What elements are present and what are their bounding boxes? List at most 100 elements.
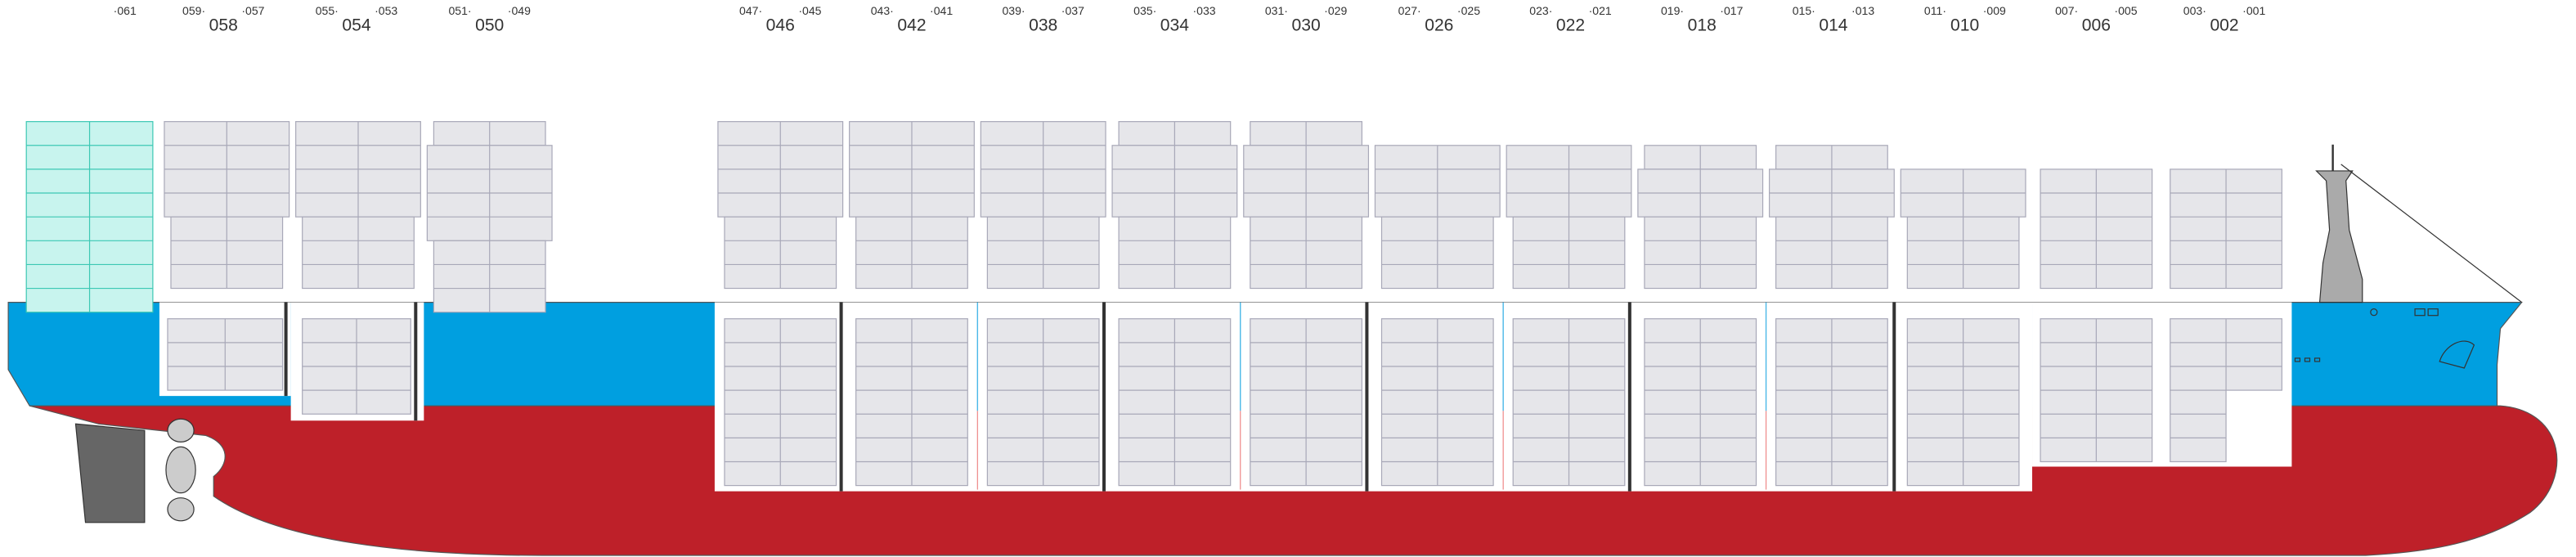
bay-label: 034 — [1160, 16, 1189, 35]
bay-label: 042 — [897, 16, 926, 35]
bulkheads — [284, 302, 1896, 492]
container-stack — [1380, 318, 1494, 487]
stay — [2340, 164, 2523, 303]
container-block — [2170, 389, 2227, 463]
bay-aft: ·013 — [1851, 4, 1874, 17]
bay-aft: ·001 — [2242, 4, 2265, 17]
container-stack — [1250, 121, 1363, 146]
propeller — [167, 418, 195, 442]
bay-aft: ·009 — [1983, 4, 2006, 17]
container-stack — [2040, 318, 2153, 463]
bay-aft: ·021 — [1589, 4, 1612, 17]
container-stack — [433, 121, 546, 146]
container-stack — [302, 318, 411, 415]
bay-fwd: 003· — [2183, 4, 2206, 17]
container-stack — [855, 318, 968, 487]
container-stack — [1118, 216, 1232, 290]
container-stack — [433, 240, 546, 313]
bay-fwd: 027· — [1398, 4, 1421, 17]
bay-aft: ·045 — [798, 4, 821, 17]
container-stack — [1644, 145, 1757, 170]
bay-fwd: 047· — [739, 4, 762, 17]
container-stack — [164, 121, 290, 218]
bay-label: 010 — [1950, 16, 1979, 35]
bay-aft: ·005 — [2114, 4, 2137, 17]
container-stack — [724, 318, 837, 487]
container-stack — [1900, 168, 2026, 218]
bay-fwd: 059· — [182, 4, 205, 17]
container-stack — [1906, 318, 2020, 487]
containers — [25, 121, 2282, 487]
container-stack — [1768, 168, 1895, 218]
bay-label: 050 — [475, 16, 504, 35]
bay-aft: ·041 — [930, 4, 953, 17]
bay-label: 038 — [1029, 16, 1057, 35]
container-stack — [295, 121, 421, 218]
bay-label: 002 — [2210, 16, 2238, 35]
blue-lines — [976, 302, 1767, 411]
container-stack — [167, 318, 284, 391]
container-stack — [980, 121, 1106, 218]
container-stack — [717, 121, 844, 218]
bay-fwd: 007· — [2055, 4, 2078, 17]
bay-aft: ·033 — [1192, 4, 1215, 17]
container-stack — [170, 216, 284, 290]
container-stack — [1775, 318, 1888, 487]
bridge — [2315, 170, 2363, 303]
container-stack — [1118, 318, 1232, 487]
container-stack — [2170, 389, 2227, 463]
container-stack — [855, 216, 968, 290]
container-stack — [1243, 145, 1370, 218]
bay-aft: ·057 — [241, 4, 264, 17]
bay-fwd: 031· — [1265, 4, 1288, 17]
container-stack — [1374, 145, 1501, 218]
bay-label: 030 — [1292, 16, 1321, 35]
bay-aft: ·053 — [375, 4, 397, 17]
container-stack — [1512, 216, 1626, 290]
bay-fwd: 019· — [1661, 4, 1684, 17]
bay-fwd: 051· — [448, 4, 471, 17]
container-stack — [2170, 168, 2282, 290]
bay-label: 022 — [1556, 16, 1585, 35]
container-stack — [724, 216, 837, 290]
container-stack — [2040, 168, 2153, 290]
rudder — [74, 423, 146, 523]
container-stack — [986, 216, 1100, 290]
bay-aft: ·025 — [1457, 4, 1480, 17]
bay-fwd: 035· — [1133, 4, 1156, 17]
bay-aft: ·061 — [114, 4, 137, 17]
container-stack — [2170, 318, 2282, 391]
bay-aft: ·017 — [1720, 4, 1743, 17]
container-stack — [1111, 145, 1238, 218]
bay-label: 046 — [766, 16, 795, 35]
bay-label: 058 — [209, 16, 238, 35]
container-stack — [1250, 216, 1363, 290]
bay-aft: ·029 — [1324, 4, 1347, 17]
bay-label: 026 — [1425, 16, 1453, 35]
container-stack — [1637, 168, 1764, 218]
container-stack — [426, 145, 553, 241]
bay-fwd: 015· — [1793, 4, 1815, 17]
pink-lines — [976, 411, 1767, 490]
container-stack — [986, 318, 1100, 487]
bay-fwd: 039· — [1002, 4, 1025, 17]
bay-label: 054 — [342, 16, 370, 35]
container-stack — [1775, 145, 1888, 170]
container-stack — [1506, 145, 1632, 218]
container-stack — [1380, 216, 1494, 290]
bay-aft: ·049 — [508, 4, 531, 17]
container-stack — [1644, 216, 1757, 290]
propeller — [167, 497, 195, 522]
bay-fwd: 011· — [1924, 4, 1946, 17]
bay-label: 018 — [1688, 16, 1717, 35]
container-stack — [1250, 318, 1363, 487]
bay-fwd: 055· — [316, 4, 339, 17]
container-stack — [1512, 318, 1626, 487]
bow-marks — [2294, 308, 2475, 369]
propeller-hub — [165, 446, 196, 494]
bay-label: 014 — [1819, 16, 1847, 35]
container-stack — [1118, 121, 1232, 146]
bay-aft: ·037 — [1061, 4, 1084, 17]
